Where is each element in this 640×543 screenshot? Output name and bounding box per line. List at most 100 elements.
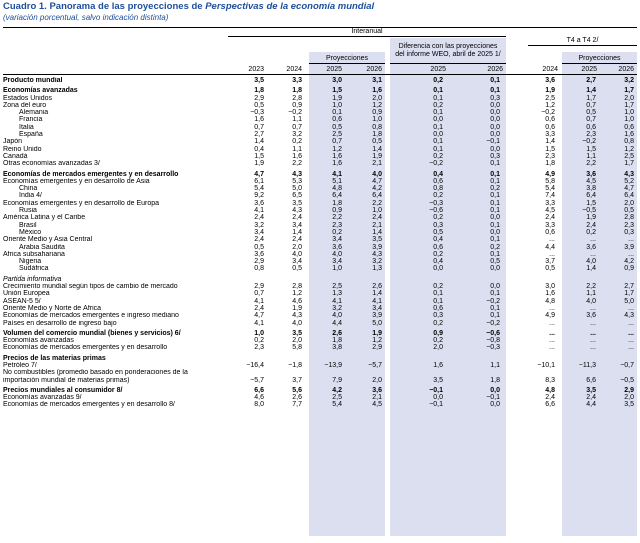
- row-value: 4,1: [332, 297, 342, 305]
- row-value: 2,9: [372, 344, 382, 352]
- row-value: 1,4: [292, 228, 302, 236]
- row-value: ...: [549, 329, 555, 337]
- header-t4: T4 a T4 2/: [566, 37, 599, 44]
- row-value: 0,7: [254, 123, 264, 131]
- row-value: 0,0: [433, 131, 443, 139]
- row-value: 3,2: [332, 304, 342, 312]
- row-value: 9,2: [254, 192, 264, 200]
- row-value: ...: [628, 319, 634, 327]
- row-value: −0,3: [486, 344, 500, 352]
- row-value: −10,1: [537, 361, 555, 369]
- row-value: ...: [590, 236, 596, 244]
- table-row: importación mundial de materias primas) −…: [3, 377, 637, 384]
- row-value: ...: [628, 344, 634, 352]
- row-value: 4,8: [545, 386, 555, 394]
- row-value: 2,9: [624, 386, 634, 394]
- row-value: 1,9: [586, 214, 596, 222]
- row-value: 0,6: [586, 123, 596, 131]
- row-value: 2,9: [254, 258, 264, 266]
- row-value: −0,5: [582, 207, 596, 215]
- row-label: Crecimiento mundial según tipos de cambi…: [3, 283, 178, 291]
- row-value: 1,6: [332, 160, 342, 168]
- row-value: 3,3: [545, 199, 555, 207]
- row-label: Economías emergentes y en desarrollo de …: [3, 177, 150, 185]
- row-value: 3,4: [332, 258, 342, 266]
- row-value: [267, 352, 305, 362]
- table-row: Rusia 4,1 4,3 0,9 1,0 −0,6 0,1 4,5 −0,5 0,5: [3, 207, 637, 214]
- table-row: Francia 1,6 1,1 0,6 1,0 0,0 0,0 0,6 0,7 1,0: [3, 116, 637, 123]
- row-value: 0,6: [545, 123, 555, 131]
- shade-t4-proyecciones: [562, 52, 637, 536]
- table-row: Economías de mercados emergentes e ingre…: [3, 312, 637, 319]
- row-value: 0,2: [490, 185, 500, 193]
- table-row: México 3,4 1,4 0,2 1,4 0,5 0,0 0,6 0,2 0,3: [3, 229, 637, 236]
- row-label: No combustibles (promedio basado en pond…: [3, 369, 188, 377]
- row-value: 1,2: [332, 145, 342, 153]
- row-value: 2,1: [372, 160, 382, 168]
- row-value: 1,7: [624, 290, 634, 298]
- row-value: 4,3: [624, 312, 634, 320]
- row-value: 1,6: [545, 290, 555, 298]
- row-value: ...: [628, 329, 634, 337]
- row-label: Estados Unidos: [3, 94, 53, 102]
- rule-proyecciones: [309, 63, 385, 64]
- row-value: −0,2: [582, 138, 596, 146]
- row-value: 0,0: [490, 116, 500, 124]
- row-value: 2,4: [292, 214, 302, 222]
- table-row: Economías avanzadas 0,2 2,0 1,8 1,2 0,2 −0,8..…: [3, 337, 637, 344]
- row-value: 0,5: [372, 138, 382, 146]
- row-value: 2,2: [332, 214, 342, 222]
- row-value: −0,6: [486, 329, 500, 337]
- row-value: 4,4: [545, 243, 555, 251]
- row-label: Reino Unido: [3, 145, 42, 153]
- row-value: 4,1: [332, 170, 342, 178]
- row-value: 1,8: [545, 160, 555, 168]
- shade-proyecciones: [309, 52, 385, 536]
- row-value: 3,6: [545, 77, 555, 84]
- row-value: 1,4: [586, 265, 596, 273]
- row-value: 1,4: [545, 138, 555, 146]
- row-value: 3,4: [332, 236, 342, 244]
- row-value: 2,6: [372, 283, 382, 291]
- table-row: Italia 0,7 0,7 0,5 0,8 0,1 0,0 0,6 0,6 0,6: [3, 124, 637, 131]
- row-value: 4,0: [292, 250, 302, 258]
- row-value: 1,4: [586, 87, 596, 95]
- row-value: 0,2: [433, 101, 443, 109]
- row-value: 2,4: [586, 394, 596, 402]
- row-value: 0,2: [254, 337, 264, 345]
- row-label: importación mundial de materias primas): [3, 376, 130, 384]
- row-value: 5,0: [292, 185, 302, 193]
- row-value: 0,2: [433, 152, 443, 160]
- table-row: Alemania −0,3 −0,2 0,1 0,9 0,1 0,0 −0,2 0,5 1,0: [3, 109, 637, 116]
- rule-t4: [528, 45, 637, 46]
- row-value: −16,4: [246, 361, 264, 369]
- table-row: Economías de mercados emergentes y en de…: [3, 168, 637, 178]
- row-value: 0,2: [433, 283, 443, 291]
- row-value: 1,4: [254, 138, 264, 146]
- row-value: 1,9: [545, 87, 555, 95]
- row-value: 2,6: [332, 329, 342, 337]
- table-row: ASEAN-5 5/4,1 4,6 4,1 4,1 0,1 −0,2 4,8 4,0 5,0: [3, 298, 637, 305]
- row-value: ...: [628, 250, 634, 258]
- table-row: Economías avanzadas 1,8 1,8 1,5 1,6 0,1 0,1 1,9…: [3, 84, 637, 94]
- row-value: 0,3: [490, 94, 500, 102]
- row-value: 1,0: [254, 329, 264, 337]
- row-value: 1,7: [586, 94, 596, 102]
- table-row: Economías de mercados emergentes y en de…: [3, 401, 637, 408]
- row-value: 5,4: [545, 185, 555, 193]
- row-value: 0,0: [490, 386, 500, 394]
- row-value: 1,3: [332, 290, 342, 298]
- year-header: 2026: [487, 66, 503, 73]
- row-value: 0,0: [490, 265, 500, 273]
- row-value: 3,3: [545, 131, 555, 139]
- row-value: 4,2: [624, 258, 634, 266]
- table-row: Economías emergentes y en desarrollo de …: [3, 200, 637, 207]
- row-value: 2,5: [624, 152, 634, 160]
- row-value: ...: [628, 337, 634, 345]
- row-value: 2,4: [254, 214, 264, 222]
- row-value: 4,5: [545, 207, 555, 215]
- row-value: 1,0: [624, 109, 634, 117]
- row-value: −1,8: [288, 361, 302, 369]
- row-value: 2,4: [292, 236, 302, 244]
- row-value: 2,3: [254, 344, 264, 352]
